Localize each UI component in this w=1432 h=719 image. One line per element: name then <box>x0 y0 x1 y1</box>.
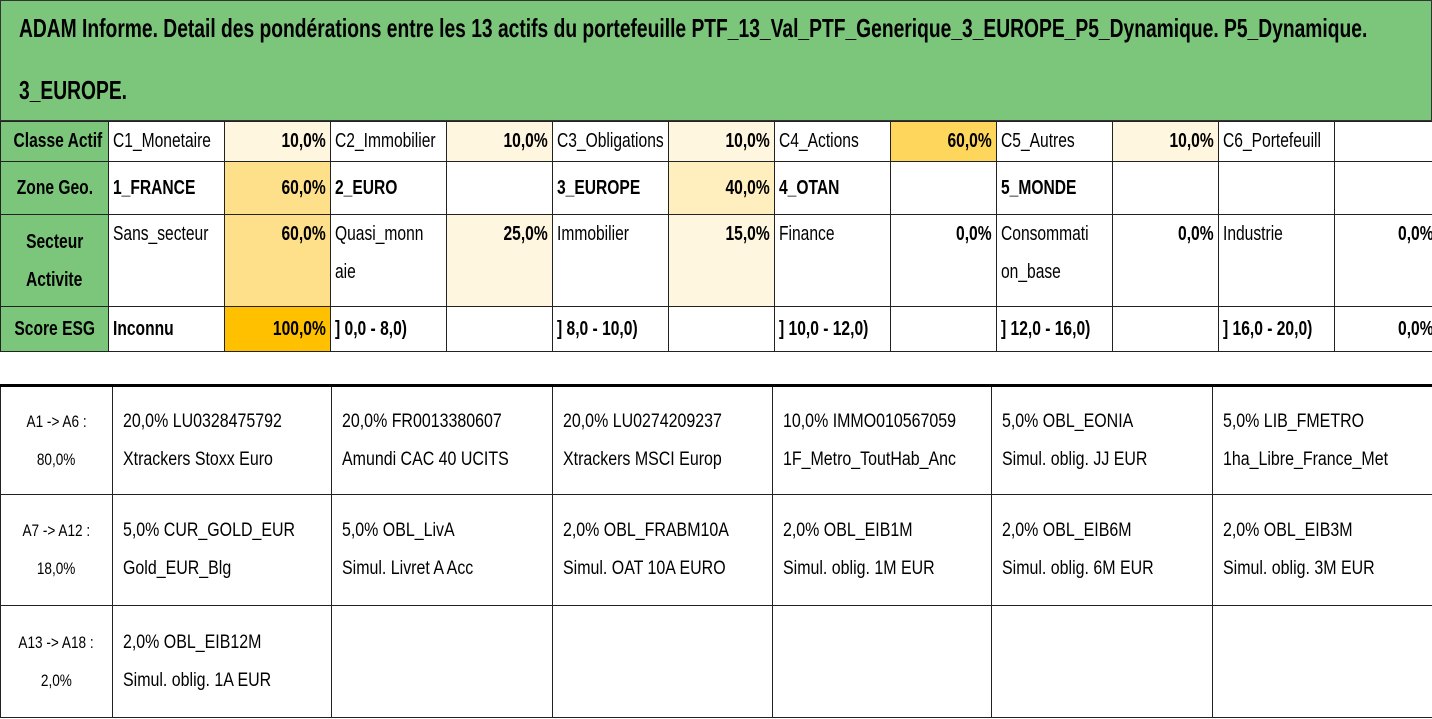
esg-value-cell <box>446 306 553 352</box>
row-zone-geo: Zone Geo. 1_FRANCE 60,0% 2_EURO 3_EUROPE… <box>0 161 1432 215</box>
asset-group-label: A13 -> A18 : 2,0% <box>0 605 113 718</box>
classe-name-cell: C2_Immobilier <box>330 121 447 162</box>
esg-name-cell: ] 0,0 - 8,0) <box>330 306 447 352</box>
classe-name-cell: C4_Actions <box>774 121 891 162</box>
zone-value-cell: 60,0% <box>224 161 331 215</box>
secteur-value-cell: 0,0% <box>1112 214 1219 307</box>
classe-value-cell: 10,0% <box>668 121 775 162</box>
asset-cell: 5,0% CUR_GOLD_EUR Gold_EUR_Blg <box>112 494 332 606</box>
asset-cell: 5,0% LIB_FMETRO 1ha_Libre_France_Met <box>1212 385 1432 495</box>
secteur-name-cell: Finance <box>774 214 891 307</box>
asset-cell: 2,0% OBL_EIB3M Simul. oblig. 3M EUR <box>1212 494 1432 606</box>
zone-value-cell <box>890 161 997 215</box>
secteur-name-cell: Quasi_monn aie <box>330 214 447 307</box>
asset-cell: 20,0% LU0328475792 Xtrackers Stoxx Euro <box>112 385 332 495</box>
zone-name-cell: 4_OTAN <box>774 161 891 215</box>
esg-value-cell <box>668 306 775 352</box>
secteur-name-cell: Immobilier <box>552 214 669 307</box>
secteur-value-cell: 60,0% <box>224 214 331 307</box>
esg-name-cell: Inconnu <box>108 306 225 352</box>
secteur-value-cell: 15,0% <box>668 214 775 307</box>
zone-value-cell <box>1112 161 1219 215</box>
esg-value-cell: 100,0% <box>224 306 331 352</box>
classe-value-cell: 10,0% <box>1112 121 1219 162</box>
row-label-zone-geo: Zone Geo. <box>0 161 109 215</box>
esg-value-cell <box>890 306 997 352</box>
asset-detail-table: A1 -> A6 : 80,0% 20,0% LU0328475792 Xtrac… <box>0 384 1432 718</box>
classe-value-cell: 60,0% <box>890 121 997 162</box>
asset-group-row: A7 -> A12 : 18,0% 5,0% CUR_GOLD_EUR Gold_… <box>0 494 1432 606</box>
esg-name-cell: ] 16,0 - 20,0) <box>1218 306 1335 352</box>
asset-cell: 2,0% OBL_EIB1M Simul. oblig. 1M EUR <box>772 494 992 606</box>
row-secteur-activite: Secteur Activite Sans_secteur 60,0% Quasi… <box>0 214 1432 307</box>
classe-name-cell: C6_Portefeuill <box>1218 121 1335 162</box>
esg-name-cell: ] 10,0 - 12,0) <box>774 306 891 352</box>
asset-cell: 20,0% FR0013380607 Amundi CAC 40 UCITS <box>331 385 553 495</box>
asset-cell: 5,0% OBL_LivA Simul. Livret A Acc <box>331 494 553 606</box>
asset-cell: 10,0% IMMO010567059 1F_Metro_ToutHab_Anc <box>772 385 992 495</box>
row-score-esg: Score ESG Inconnu 100,0% ] 0,0 - 8,0) ] … <box>0 306 1432 352</box>
asset-cell <box>331 605 553 718</box>
zone-name-cell: 3_EUROPE <box>552 161 669 215</box>
secteur-value-cell: 25,0% <box>446 214 553 307</box>
zone-name-cell <box>1218 161 1335 215</box>
classe-name-cell: C5_Autres <box>996 121 1113 162</box>
report-title-line1: ADAM Informe. Detail des pondérations en… <box>19 13 1368 43</box>
asset-cell: 5,0% OBL_EONIA Simul. oblig. JJ EUR <box>991 385 1213 495</box>
secteur-value-cell: 0,0% <box>1334 214 1432 307</box>
asset-cell <box>991 605 1213 718</box>
row-classe-actif: Classe Actif C1_Monetaire 10,0% C2_Immob… <box>0 121 1432 162</box>
classe-value-cell <box>1334 121 1432 162</box>
zone-name-cell: 2_EURO <box>330 161 447 215</box>
secteur-name-cell: Industrie <box>1218 214 1335 307</box>
classe-name-cell: C3_Obligations <box>552 121 669 162</box>
asset-cell: 2,0% OBL_EIB6M Simul. oblig. 6M EUR <box>991 494 1213 606</box>
classe-name-cell: C1_Monetaire <box>108 121 225 162</box>
row-label-secteur: Secteur Activite <box>0 214 109 307</box>
asset-cell: 2,0% OBL_FRABM10A Simul. OAT 10A EURO <box>552 494 773 606</box>
classe-value-cell: 10,0% <box>224 121 331 162</box>
asset-group-row: A13 -> A18 : 2,0% 2,0% OBL_EIB12M Simul. … <box>0 605 1432 718</box>
report-title-banner: ADAM Informe. Detail des pondérations en… <box>0 0 1432 121</box>
asset-group-row: A1 -> A6 : 80,0% 20,0% LU0328475792 Xtrac… <box>0 385 1432 495</box>
report-title-line2: 3_EUROPE. <box>19 75 128 105</box>
asset-group-label: A7 -> A12 : 18,0% <box>0 494 113 606</box>
asset-cell <box>552 605 773 718</box>
row-label-score-esg: Score ESG <box>0 306 109 352</box>
zone-name-cell: 5_MONDE <box>996 161 1113 215</box>
zone-value-cell <box>1334 161 1432 215</box>
esg-name-cell: ] 12,0 - 16,0) <box>996 306 1113 352</box>
zone-value-cell: 40,0% <box>668 161 775 215</box>
zone-name-cell: 1_FRANCE <box>108 161 225 215</box>
secteur-name-cell: Consommati on_base <box>996 214 1113 307</box>
esg-value-cell <box>1112 306 1219 352</box>
asset-cell: 20,0% LU0274209237 Xtrackers MSCI Europ <box>552 385 773 495</box>
secteur-value-cell: 0,0% <box>890 214 997 307</box>
allocation-summary-table: Classe Actif C1_Monetaire 10,0% C2_Immob… <box>0 121 1432 352</box>
classe-value-cell: 10,0% <box>446 121 553 162</box>
zone-value-cell <box>446 161 553 215</box>
secteur-name-cell: Sans_secteur <box>108 214 225 307</box>
esg-value-cell: 0,0% <box>1334 306 1432 352</box>
row-label-classe-actif: Classe Actif <box>0 121 109 162</box>
asset-cell <box>1212 605 1432 718</box>
asset-cell <box>772 605 992 718</box>
esg-name-cell: ] 8,0 - 10,0) <box>552 306 669 352</box>
asset-group-label: A1 -> A6 : 80,0% <box>0 385 113 495</box>
asset-cell: 2,0% OBL_EIB12M Simul. oblig. 1A EUR <box>112 605 332 718</box>
